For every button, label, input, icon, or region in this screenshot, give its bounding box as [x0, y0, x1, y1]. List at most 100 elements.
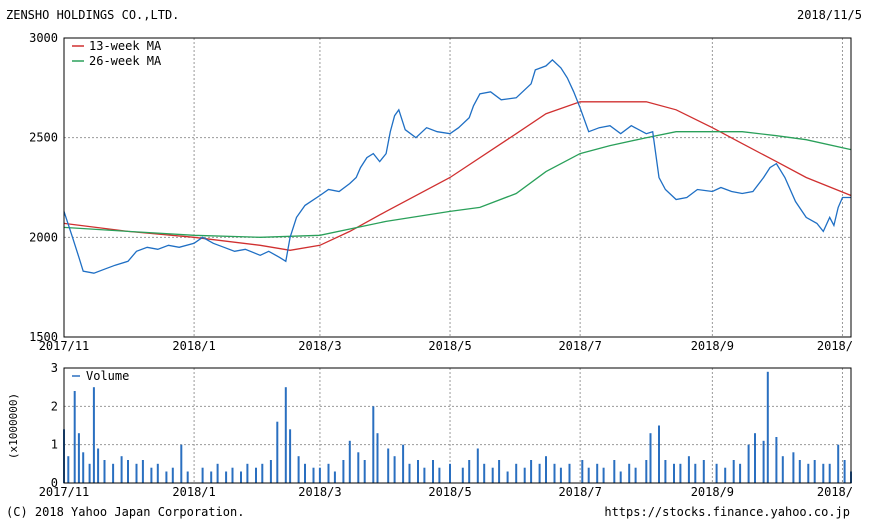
- volume-bar: [762, 440, 765, 483]
- volume-bar: [97, 448, 100, 483]
- price-x-tick-label: 2018/7: [558, 339, 601, 353]
- volume-bar: [333, 471, 336, 483]
- price-y-tick-label: 3000: [29, 31, 58, 45]
- volume-bar: [165, 471, 168, 483]
- volume-bar: [304, 463, 306, 483]
- volume-bar: [498, 460, 501, 483]
- volume-x-tick-label: 2018/7: [558, 485, 601, 499]
- volume-bar: [127, 460, 129, 483]
- price-grid: [64, 38, 851, 337]
- volume-bar: [658, 425, 660, 483]
- volume-bar: [634, 467, 637, 483]
- price-x-tick-label: 2018/: [817, 339, 853, 353]
- volume-bar: [530, 460, 533, 483]
- volume-bar: [792, 452, 795, 483]
- volume-bar: [664, 460, 667, 483]
- volume-bar: [225, 471, 228, 483]
- volume-bar: [813, 460, 816, 483]
- volume-bar: [417, 460, 419, 483]
- volume-bar: [673, 463, 675, 483]
- copyright-notice: (C) 2018 Yahoo Japan Corporation.: [6, 505, 245, 519]
- volume-grid: [64, 368, 851, 483]
- volume-bar: [363, 460, 366, 483]
- volume-bar: [781, 456, 784, 483]
- volume-bar: [432, 460, 434, 483]
- volume-bar: [289, 429, 292, 483]
- volume-bar: [73, 391, 76, 483]
- volume-bar: [538, 463, 541, 483]
- 26-week-ma-line: [63, 131, 852, 238]
- company-name: ZENSHO HOLDINGS CO.,LTD.: [6, 8, 180, 22]
- volume-x-tick-label: 2018/: [817, 485, 853, 499]
- volume-bar: [92, 387, 95, 483]
- price-x-tick-label: 2018/1: [172, 339, 215, 353]
- volume-bar: [246, 463, 249, 483]
- volume-bar: [515, 463, 518, 483]
- close-price-line: [63, 59, 851, 274]
- volume-bar: [231, 467, 234, 483]
- volume-bar: [843, 460, 846, 483]
- legend-label: 13-week MA: [89, 39, 162, 53]
- volume-bar: [645, 460, 648, 483]
- volume-bar: [649, 433, 652, 483]
- source-url[interactable]: https://stocks.finance.yahoo.co.jp: [604, 505, 850, 519]
- volume-bar: [201, 467, 204, 483]
- volume-bar: [342, 460, 345, 483]
- 13-week-ma-line: [63, 101, 852, 251]
- volume-bar: [828, 463, 831, 483]
- volume-bar: [559, 467, 562, 483]
- volume-bar: [318, 467, 321, 483]
- volume-bar: [724, 467, 727, 483]
- volume-bar: [739, 463, 742, 483]
- volume-bar: [376, 433, 379, 483]
- volume-bar: [141, 460, 144, 483]
- volume-bar: [798, 460, 801, 483]
- volume-bar: [120, 456, 123, 483]
- volume-x-tick-label: 2018/1: [172, 485, 215, 499]
- volume-bar: [261, 463, 264, 483]
- volume-bar: [483, 463, 486, 483]
- volume-bar: [754, 433, 756, 483]
- volume-bar: [596, 463, 599, 483]
- volume-bar: [269, 460, 272, 483]
- price-y-tick-label: 2500: [29, 131, 58, 145]
- volume-bar: [82, 452, 85, 483]
- volume-bar: [506, 471, 509, 483]
- volume-bar: [387, 448, 390, 483]
- volume-bar: [372, 406, 375, 483]
- volume-y-tick-label: 2: [51, 399, 58, 413]
- price-plot-frame: [63, 37, 852, 338]
- volume-bar: [408, 463, 411, 483]
- volume-bar: [687, 456, 690, 483]
- chart-date: 2018/11/5: [796, 8, 862, 22]
- volume-bar: [357, 452, 360, 483]
- volume-bars: [63, 371, 852, 483]
- volume-plot-frame: [63, 367, 852, 484]
- volume-bar: [402, 444, 405, 483]
- volume-bar: [715, 463, 718, 483]
- volume-x-tick-label: 2017/11: [39, 485, 90, 499]
- volume-bar: [255, 467, 257, 483]
- volume-bar: [327, 463, 330, 483]
- volume-bar: [348, 440, 351, 483]
- volume-bar: [766, 371, 769, 483]
- volume-bar: [210, 471, 213, 483]
- volume-bar: [135, 463, 138, 483]
- volume-bar: [568, 463, 571, 483]
- volume-bar: [613, 460, 616, 483]
- volume-bar: [216, 463, 219, 483]
- volume-bar: [775, 437, 778, 483]
- volume-y-tick-label: 0: [51, 476, 58, 490]
- volume-axis-unit: (x1000000): [7, 393, 20, 459]
- volume-bar: [449, 463, 451, 483]
- volume-bar: [553, 463, 556, 483]
- volume-bar: [468, 460, 471, 483]
- legend-label: 26-week MA: [89, 54, 162, 68]
- volume-bar: [186, 471, 189, 483]
- volume-x-tick-label: 2018/5: [428, 485, 471, 499]
- volume-bar: [240, 471, 242, 483]
- volume-bar: [77, 433, 80, 483]
- volume-bar: [461, 467, 464, 483]
